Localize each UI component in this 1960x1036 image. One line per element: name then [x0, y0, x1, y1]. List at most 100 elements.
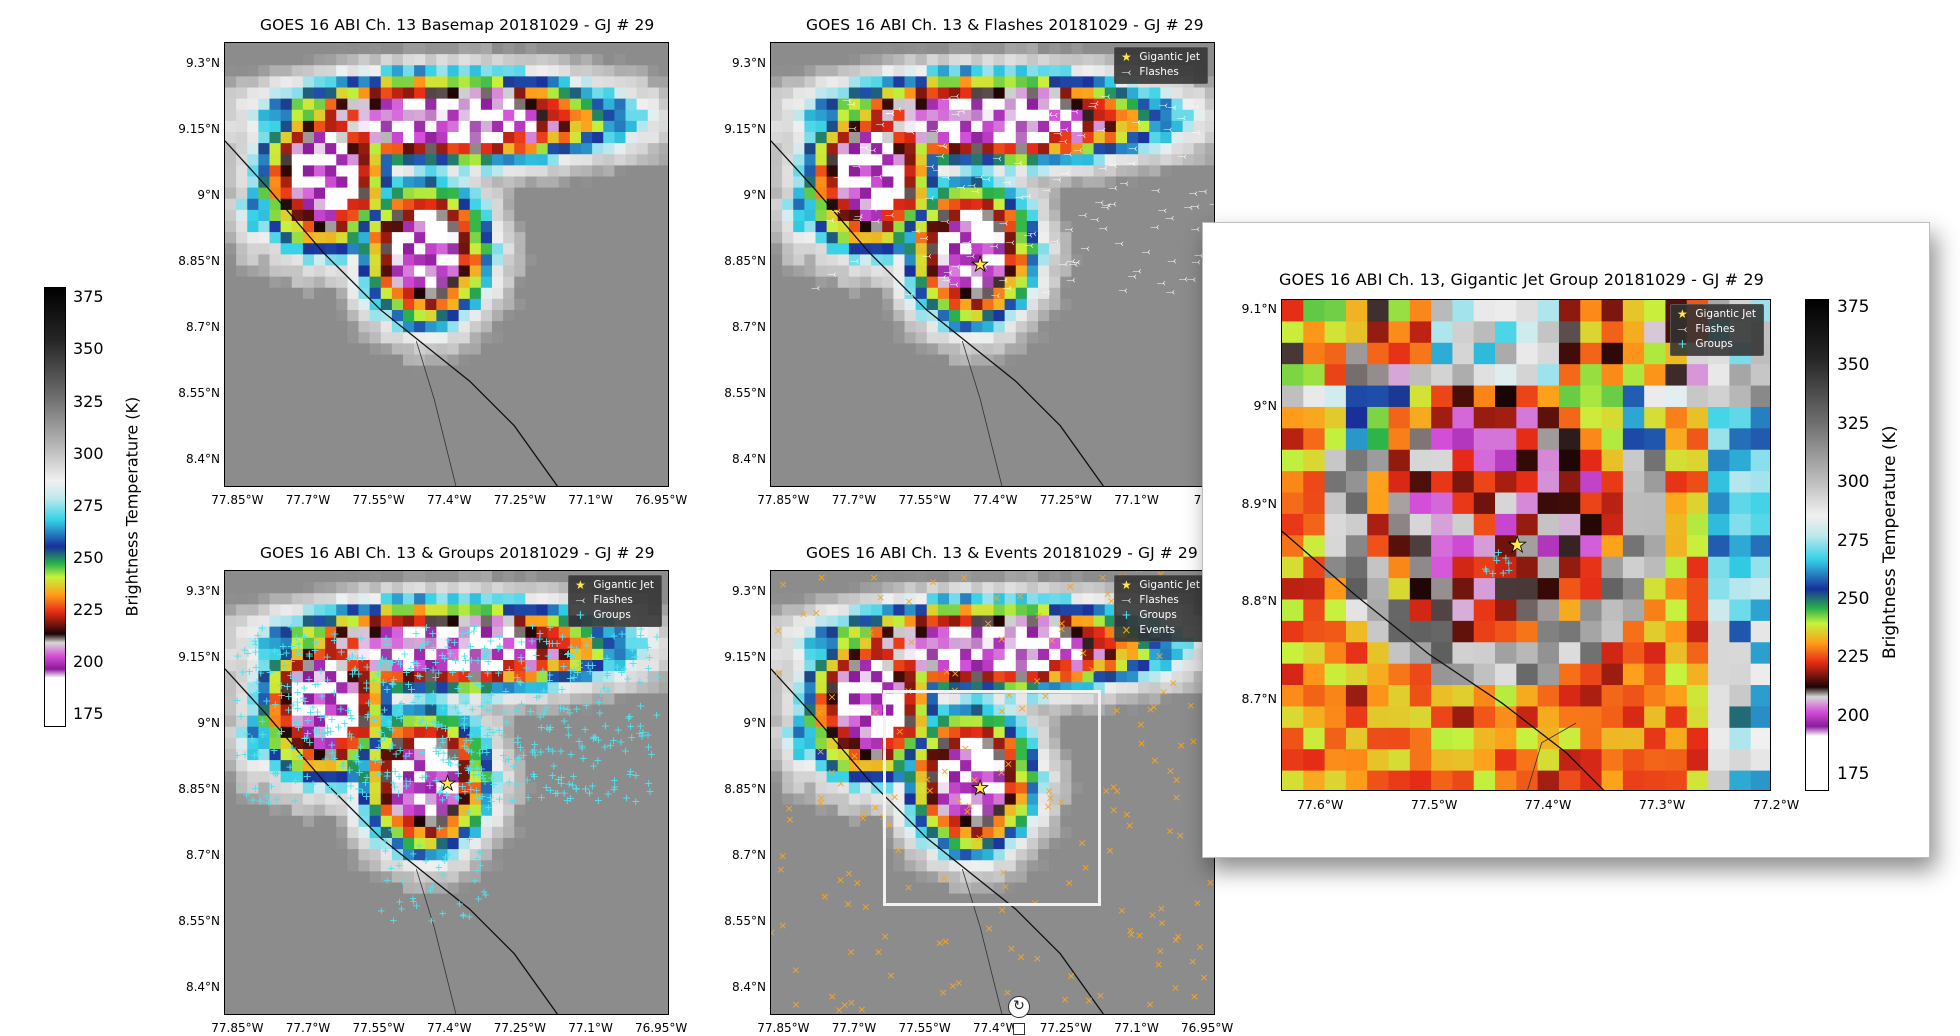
group-marker-icon: +: [548, 745, 557, 758]
group-marker-icon: +: [460, 649, 469, 662]
group-marker-icon: +: [530, 744, 539, 757]
group-marker-icon: +: [251, 638, 260, 651]
event-marker-icon: ×: [1135, 571, 1144, 576]
y-tick-label: 8.7°N: [1241, 690, 1277, 706]
group-marker-icon: +: [383, 660, 392, 673]
flash-marker-icon: ⤙: [911, 224, 920, 237]
group-marker-icon: +: [459, 911, 467, 922]
panel-events-plot[interactable]: × × × × × × × × × × × × × × × × × × × × × × × × × × × × × × × × × × × × × × × ×…: [770, 570, 1215, 1015]
group-marker-icon: +: [256, 667, 265, 680]
panel-groups-plot[interactable]: + + + + + + + + + + + + + + + + + + + + + + + + + + + + + + + + + + + + + + + +…: [224, 570, 669, 1015]
event-marker-icon: ×: [1177, 739, 1186, 752]
group-marker-icon: +: [439, 908, 447, 919]
group-marker-icon: +: [575, 661, 584, 674]
group-marker-icon: +: [515, 751, 524, 764]
group-marker-icon: +: [419, 638, 428, 651]
group-marker-icon: +: [437, 783, 445, 794]
group-marker-icon: +: [345, 764, 354, 777]
group-marker-icon: +: [277, 725, 286, 738]
legend-entry: ★ Gigantic Jet: [573, 578, 654, 593]
panel-basemap-plot[interactable]: [224, 42, 669, 487]
event-marker-icon: ×: [1112, 704, 1121, 717]
resize-handle[interactable]: [1013, 1023, 1025, 1035]
group-marker-icon: +: [564, 647, 573, 660]
group-marker-icon: +: [578, 741, 587, 754]
event-marker-icon: ×: [1200, 971, 1209, 984]
group-marker-icon: +: [428, 663, 437, 676]
gigantic-jet-star-icon: ★: [439, 771, 457, 795]
flash-marker-icon: ⤙: [971, 184, 980, 197]
group-marker-icon: +: [468, 704, 476, 715]
group-marker-icon: +: [465, 776, 474, 789]
group-marker-icon: +: [286, 620, 295, 633]
group-marker-icon: +: [439, 747, 448, 760]
event-marker-icon: ×: [1109, 781, 1118, 794]
group-marker-icon: +: [532, 649, 541, 662]
group-marker-icon: +: [627, 635, 636, 648]
flash-marker-icon: ⤙: [933, 163, 942, 176]
event-marker-icon: ×: [1146, 703, 1155, 716]
group-marker-icon: +: [1488, 567, 1497, 580]
flash-marker-icon: ⤙: [1024, 228, 1033, 241]
legend-entry: ★ Gigantic Jet: [1119, 50, 1200, 65]
panel-flashes-plot[interactable]: ⤙ ⤙ ⤙ ⤙ ⤙ ⤙ ⤙ ⤙ ⤙ ⤙ ⤙ ⤙ ⤙ ⤙ ⤙ ⤙ ⤙ ⤙ ⤙ ⤙ ⤙ ⤙ ⤙ ⤙ ⤙ ⤙ ⤙ ⤙ ⤙ ⤙ ⤙ ⤙ ⤙ ⤙ ⤙ ⤙ ⤙ ⤙ ⤙ ⤙…: [770, 42, 1215, 487]
colorbar-tick-label: 300: [73, 443, 104, 463]
event-marker-icon: ×: [791, 998, 800, 1011]
event-marker-icon: ×: [925, 784, 934, 797]
event-marker-icon: ×: [1193, 897, 1202, 910]
group-marker-icon: +: [303, 770, 312, 783]
group-marker-icon: +: [418, 747, 426, 758]
group-marker-icon: +: [563, 648, 572, 661]
panel-zoom-plot[interactable]: + + + + + + + + + + ★ ★ Gigantic Jet ⤙ Flashes + Groups: [1281, 299, 1771, 791]
zoom-selection-box[interactable]: [883, 690, 1101, 906]
flash-marker-icon: ⤙: [868, 202, 877, 215]
event-marker-icon: ×: [861, 900, 870, 913]
group-marker-icon: +: [378, 653, 387, 666]
group-marker-icon: +: [572, 642, 581, 655]
event-marker-icon: ×: [835, 1003, 844, 1015]
group-marker-icon: +: [291, 794, 300, 807]
group-marker-icon: +: [584, 659, 593, 672]
group-marker-icon: +: [1499, 566, 1508, 579]
group-marker-icon: +: [603, 667, 612, 680]
flash-marker-icon: ⤙: [1128, 141, 1137, 154]
flash-marker-icon: ⤙: [937, 270, 946, 283]
group-marker-icon: +: [487, 772, 496, 785]
group-marker-icon: +: [489, 726, 498, 739]
event-marker-icon: ×: [1117, 904, 1126, 917]
event-marker-icon: ×: [1098, 571, 1107, 584]
heatmap-grid: ⤙⤙⤙⤙⤙⤙⤙⤙⤙⤙⤙⤙⤙⤙⤙⤙⤙⤙⤙⤙⤙⤙⤙⤙⤙⤙⤙⤙⤙⤙ ⤙⤙⤙⤙⤙⤙⤙⤙⤙⤙…: [771, 43, 1214, 486]
group-marker-icon: +: [418, 713, 427, 726]
flash-marker-icon: ⤙: [999, 216, 1008, 229]
group-marker-icon: +: [286, 669, 295, 682]
flash-marker-icon: ⤙: [1165, 211, 1174, 224]
event-marker-icon: ×: [960, 571, 969, 584]
group-marker-icon: +: [330, 634, 339, 647]
group-marker-icon: +: [369, 675, 378, 688]
group-marker-icon: +: [480, 650, 489, 663]
group-marker-icon: +: [435, 823, 443, 834]
rotate-handle-icon[interactable]: ↻: [1008, 996, 1030, 1018]
group-marker-icon: +: [352, 750, 361, 763]
group-marker-icon: +: [339, 756, 348, 769]
event-marker-icon: ×: [1172, 774, 1181, 787]
event-marker-icon: ×: [1066, 580, 1075, 593]
group-marker-icon: +: [252, 675, 261, 688]
flash-marker-icon: ⤙: [848, 122, 857, 135]
group-marker-icon: +: [407, 683, 416, 696]
coastline: [771, 140, 1105, 486]
group-marker-icon: +: [1504, 564, 1513, 577]
event-marker-icon: ×: [776, 863, 785, 876]
group-marker-icon: +: [394, 654, 403, 667]
flash-marker-icon: ⤙: [967, 179, 976, 192]
group-marker-icon: +: [617, 666, 626, 679]
group-marker-icon: +: [355, 766, 364, 779]
group-marker-icon: +: [346, 792, 355, 805]
group-marker-icon: +: [327, 739, 336, 752]
group-marker-icon: +: [358, 786, 367, 799]
border-line: [961, 341, 1003, 486]
group-marker-icon: +: [386, 744, 394, 755]
flash-marker-icon: ⤙: [883, 164, 892, 177]
group-marker-icon: +: [582, 699, 591, 712]
flash-marker-icon: ⤙: [873, 169, 882, 182]
